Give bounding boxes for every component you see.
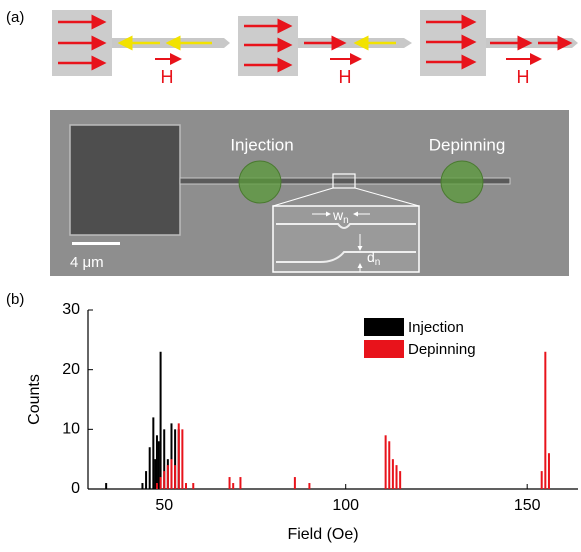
subscript: n (375, 257, 381, 268)
bar (155, 483, 158, 489)
bar (159, 477, 162, 489)
sem-image (50, 110, 569, 276)
bar (399, 471, 402, 489)
symbol: d (367, 249, 375, 265)
bar (174, 429, 177, 489)
bar (547, 453, 550, 489)
bar (170, 459, 173, 489)
dimension-label: wn (332, 207, 349, 226)
bar (391, 459, 394, 489)
y-tick-label: 0 (71, 480, 80, 497)
bar (540, 471, 543, 489)
schematic (52, 10, 230, 76)
bar (166, 465, 169, 489)
bar (148, 447, 151, 489)
field-label: H (339, 67, 352, 87)
bar (105, 483, 108, 489)
bar (232, 483, 235, 489)
panel-label: (a) (6, 9, 24, 26)
y-axis-label: Counts (26, 374, 43, 425)
schematic (420, 10, 578, 76)
bar (152, 417, 155, 489)
legend-swatch (364, 318, 404, 336)
field-label: H (161, 67, 174, 87)
symbol: w (332, 207, 344, 223)
bar (384, 435, 387, 489)
bar (177, 423, 180, 489)
region-label: Injection (230, 135, 293, 154)
bar (154, 459, 157, 489)
x-tick-label: 50 (155, 497, 173, 514)
bar (388, 441, 391, 489)
y-tick-label: 20 (62, 361, 80, 378)
bar (192, 483, 195, 489)
bar (293, 477, 296, 489)
schematic (238, 16, 412, 76)
region-label: Depinning (429, 135, 506, 154)
field-label: H (517, 67, 530, 87)
x-tick-label: 150 (514, 497, 541, 514)
x-tick-label: 100 (332, 497, 359, 514)
bar (155, 435, 158, 489)
bar (163, 429, 166, 489)
bar (308, 483, 311, 489)
bar (185, 483, 187, 489)
y-tick-label: 10 (62, 421, 80, 438)
bar (395, 465, 398, 489)
bar (141, 483, 144, 489)
bar (174, 465, 177, 489)
bar (181, 429, 184, 489)
bar (544, 351, 547, 489)
bar (239, 477, 242, 489)
bar (157, 441, 160, 489)
subscript: n (343, 215, 349, 226)
legend-label: Depinning (408, 341, 476, 358)
x-axis-label: Field (Oe) (287, 526, 358, 543)
bar (145, 471, 148, 489)
panel-label: (b) (6, 291, 24, 308)
legend-swatch (364, 340, 404, 358)
legend-label: Injection (408, 319, 464, 336)
bar (159, 351, 162, 489)
bar (163, 471, 166, 489)
scale-bar-label: 4 μm (70, 254, 104, 271)
y-tick-label: 30 (62, 301, 80, 318)
bar (170, 423, 173, 489)
dimension-label: dn (367, 249, 380, 268)
bar (228, 477, 231, 489)
